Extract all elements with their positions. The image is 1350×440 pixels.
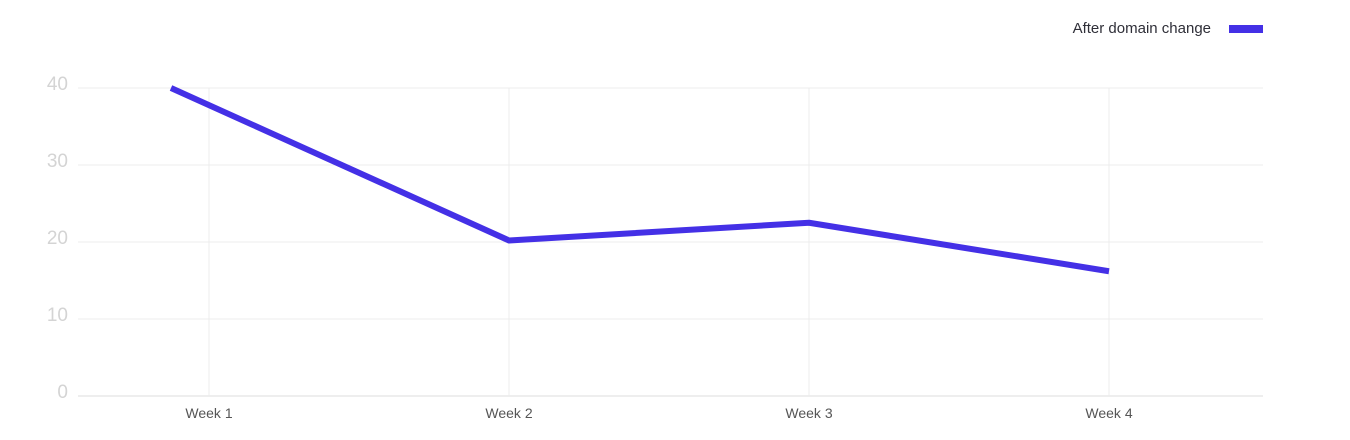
y-tick-label: 40 [47,74,68,95]
x-tick-label: Week 3 [785,405,832,421]
y-tick-label: 20 [47,228,68,249]
x-tick-label: Week 4 [1085,405,1132,421]
y-tick-label: 0 [57,382,68,403]
x-tick-label: Week 1 [185,405,232,421]
y-tick-label: 30 [47,151,68,172]
legend-swatch [1229,24,1263,33]
series-line [169,85,1110,275]
legend-label: After domain change [1072,20,1211,37]
x-tick-label: Week 2 [485,405,532,421]
y-tick-label: 10 [47,305,68,326]
legend: After domain change [1073,20,1263,37]
